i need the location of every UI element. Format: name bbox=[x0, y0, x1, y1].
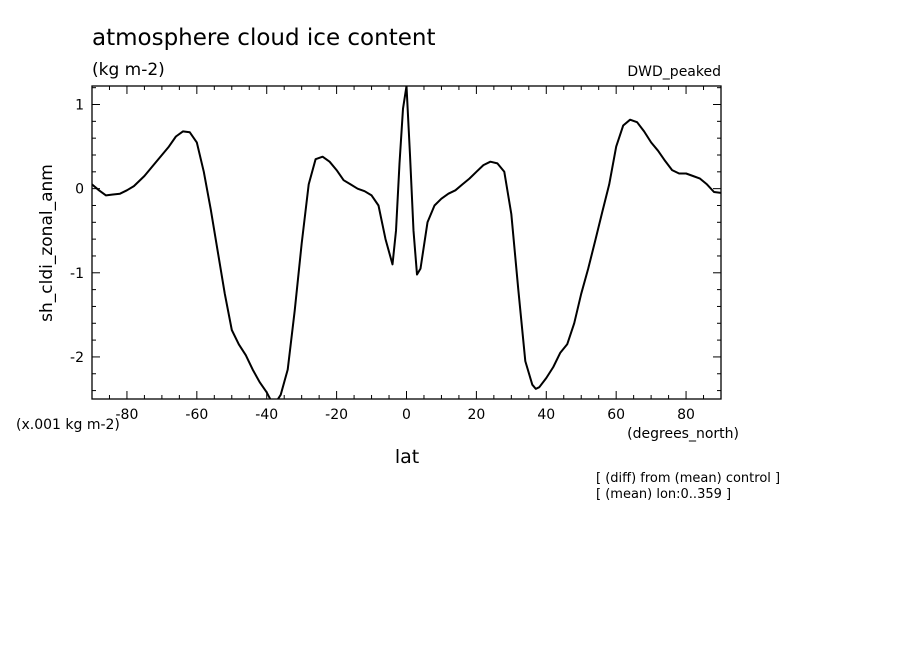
dataset-label: DWD_peaked bbox=[627, 64, 721, 80]
x-units-label: (degrees_north) bbox=[627, 426, 739, 442]
y-tick-labels: -2 -1 0 1 bbox=[70, 98, 84, 366]
x-tick-label: -60 bbox=[185, 407, 208, 423]
ticks bbox=[91, 86, 722, 399]
y-tick-label: 1 bbox=[75, 98, 84, 114]
x-tick-label: 20 bbox=[467, 407, 485, 423]
x-tick-label: -20 bbox=[325, 407, 348, 423]
note-line-1: [ (diff) from (mean) control ] bbox=[596, 471, 780, 486]
axes bbox=[91, 85, 722, 400]
y-tick-label: -1 bbox=[70, 266, 84, 282]
x-tick-label: -80 bbox=[116, 407, 139, 423]
x-tick-label: 40 bbox=[537, 407, 555, 423]
series-line bbox=[92, 86, 721, 399]
series bbox=[92, 86, 721, 399]
y-tick-label: -2 bbox=[70, 350, 84, 366]
x-tick-labels: -80 -60 -40 -20 0 20 40 60 80 bbox=[116, 407, 695, 423]
y-tick-label: 0 bbox=[75, 182, 84, 198]
chart-title: atmosphere cloud ice content bbox=[92, 25, 435, 51]
x-tick-label: 80 bbox=[677, 407, 695, 423]
plot-frame bbox=[91, 85, 722, 400]
y-axis-label: sh_cldi_zonal_anm bbox=[37, 164, 57, 322]
x-tick-label: 60 bbox=[607, 407, 625, 423]
chart-units: (kg m-2) bbox=[92, 60, 165, 80]
x-axis-label: lat bbox=[395, 446, 419, 468]
x-tick-label: -40 bbox=[255, 407, 278, 423]
note-line-2: [ (mean) lon:0..359 ] bbox=[596, 487, 731, 502]
y-scale-note: (x.001 kg m-2) bbox=[16, 417, 120, 433]
x-tick-label: 0 bbox=[402, 407, 411, 423]
